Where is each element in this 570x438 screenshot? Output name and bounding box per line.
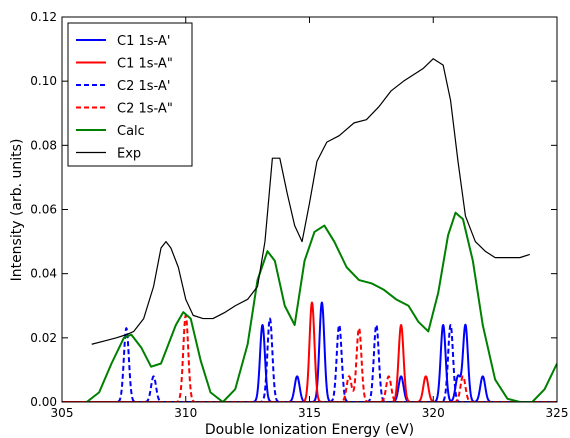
series-line-c1-1s-a-1 bbox=[62, 301, 557, 402]
y-tick-label: 0.04 bbox=[30, 267, 57, 281]
legend-label-c2-1s-a: C2 1s-A" bbox=[117, 102, 173, 117]
series-line-calc-4 bbox=[86, 211, 557, 402]
y-axis-label: Intensity (arb. units) bbox=[9, 139, 25, 282]
x-tick-label: 305 bbox=[51, 406, 74, 420]
y-tick-label: 0.08 bbox=[30, 138, 57, 152]
y-tick-label: 0.00 bbox=[30, 395, 57, 409]
legend-label-calc: Calc bbox=[117, 124, 145, 139]
x-axis-label: Double Ionization Energy (eV) bbox=[205, 422, 414, 438]
series-line-exp-5 bbox=[91, 58, 530, 345]
y-tick-label: 0.10 bbox=[30, 74, 57, 88]
legend-label-exp: Exp bbox=[117, 147, 141, 162]
x-tick-label: 315 bbox=[298, 406, 321, 420]
legend: C1 1s-A' C1 1s-A" C2 1s-A' C2 1s-A" Calc Exp bbox=[67, 22, 193, 167]
legend-label-c1-1s-a: C1 1s-A' bbox=[117, 34, 170, 49]
legend-box bbox=[67, 22, 193, 167]
x-tick-label: 320 bbox=[422, 406, 445, 420]
y-tick-label: 0.12 bbox=[30, 10, 57, 24]
x-tick-label: 310 bbox=[174, 406, 197, 420]
y-tick-label: 0.02 bbox=[30, 331, 57, 345]
legend-label-c2-1s-a: C2 1s-A' bbox=[117, 79, 170, 94]
y-tick-label: 0.06 bbox=[30, 203, 57, 217]
legend-label-c1-1s-a: C1 1s-A" bbox=[117, 57, 173, 72]
x-tick-label: 325 bbox=[546, 406, 569, 420]
